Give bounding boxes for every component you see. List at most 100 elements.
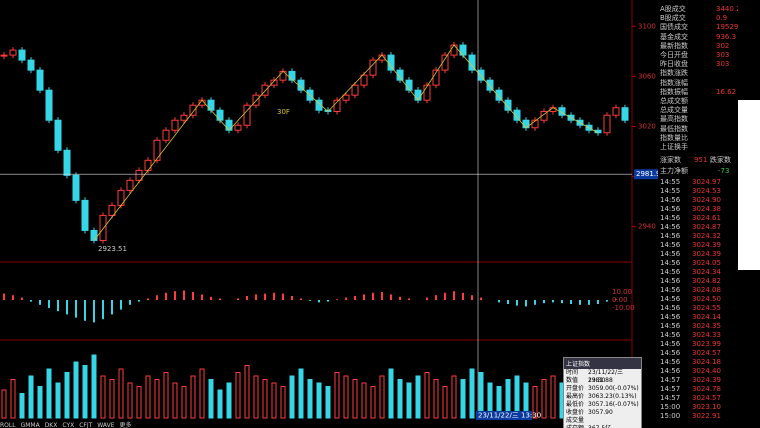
macd-bar xyxy=(273,292,275,300)
macd-bar xyxy=(192,292,194,300)
candle xyxy=(612,107,620,116)
candle xyxy=(504,99,512,111)
tick-price: 3024.53 xyxy=(692,187,721,195)
drawing-toolbar[interactable] xyxy=(738,100,760,270)
macd-bar xyxy=(534,300,536,305)
stat-value: 19529.9 xyxy=(716,23,738,32)
macd-bar xyxy=(264,293,266,300)
macd-bar xyxy=(462,292,464,300)
flow-label: 主力净额 xyxy=(660,167,688,175)
candle xyxy=(135,169,143,181)
volume-bar xyxy=(550,375,556,419)
stat-label: B股成交 xyxy=(660,14,686,23)
volume-bar xyxy=(1,389,7,419)
down-label: 跌家数 xyxy=(710,156,731,164)
indicator-tab[interactable]: GMMA xyxy=(20,422,40,428)
flow-row: 主力净额 -73 xyxy=(660,166,738,177)
up-value: 951 xyxy=(694,156,708,164)
macd-bar xyxy=(471,295,473,300)
indicator-tab[interactable]: CFJT xyxy=(79,422,93,428)
indicator-tab[interactable]: DKX xyxy=(44,422,58,428)
chart-area: 2940298030203060310010.000.00-10.002923.… xyxy=(0,0,658,420)
volume-bar xyxy=(136,386,142,419)
quote-panel: A股成交3440.2B股成交0.9国债成交19529.9基金成交936.3最新指… xyxy=(658,0,738,428)
candle xyxy=(0,54,8,57)
candle xyxy=(225,119,233,131)
tick-time: 14:57 xyxy=(660,394,681,402)
candle xyxy=(108,204,116,216)
candle xyxy=(315,99,323,111)
macd-bar xyxy=(75,300,77,318)
stat-row: 最高指数 xyxy=(660,114,738,125)
indicator-tab[interactable]: CYX xyxy=(62,422,75,428)
tick-price: 3024.39 xyxy=(692,241,721,249)
volume-bar xyxy=(145,375,151,419)
macd-bar xyxy=(156,295,158,300)
macd-bar xyxy=(552,300,554,303)
volume-bar xyxy=(298,368,304,419)
tick-row: 14:56 3024.34 xyxy=(660,267,738,278)
volume-bar xyxy=(10,379,16,419)
macd-bar xyxy=(426,297,428,300)
candle xyxy=(450,44,458,56)
macd-bar xyxy=(309,300,311,301)
candle xyxy=(360,74,368,86)
macd-bar xyxy=(111,300,113,315)
macd-bar xyxy=(498,300,500,303)
tick-time: 14:56 xyxy=(660,268,681,276)
candle xyxy=(603,114,611,134)
volume-bar xyxy=(199,368,205,419)
macd-bar xyxy=(84,300,86,321)
volume-bar xyxy=(388,368,394,419)
volume-bar xyxy=(433,379,439,419)
tick-price: 3024.55 xyxy=(692,304,721,312)
volume-bar xyxy=(262,379,268,419)
volume-bar xyxy=(46,368,52,419)
candle xyxy=(252,94,260,106)
candle xyxy=(333,99,341,112)
popup-title: 上证指数 xyxy=(564,358,641,369)
macd-bar xyxy=(381,292,383,300)
up-label: 涨家数 xyxy=(660,156,681,164)
volume-bar xyxy=(442,386,448,419)
volume-bar xyxy=(370,386,376,419)
tick-price: 3023.99 xyxy=(692,340,721,348)
tick-time: 14:57 xyxy=(660,385,681,393)
indicator-tab[interactable]: 更多 xyxy=(119,422,132,428)
macd-bar xyxy=(174,291,176,300)
stat-label: 最新指数 xyxy=(660,41,688,50)
macd-bar xyxy=(120,300,122,310)
stat-label: 指数振幅 xyxy=(660,87,688,96)
indicator-bar: ROLL GMMA DKX CYX CFJT WAVE 更多 xyxy=(0,420,137,428)
macd-bar xyxy=(21,297,23,300)
tick-row: 14:56 3024.05 xyxy=(660,258,738,269)
tick-price: 3024.35 xyxy=(692,322,721,330)
tick-row: 14:56 3024.55 xyxy=(660,303,738,314)
indicator-tab[interactable]: ROLL xyxy=(0,422,16,428)
stat-row: A股成交 3440.2 xyxy=(660,4,738,15)
indicator-tab[interactable]: WAVE xyxy=(97,422,115,428)
stat-row: 上证换手 xyxy=(660,142,738,153)
macd-bar xyxy=(3,293,5,300)
tick-row: 14:56 3024.57 xyxy=(660,348,738,359)
candle xyxy=(540,110,548,121)
popup-key: 开盘价 xyxy=(566,385,585,392)
macd-bar xyxy=(129,300,131,305)
macd-bar xyxy=(606,300,608,302)
candle xyxy=(126,179,134,191)
candle xyxy=(180,114,188,121)
low-label: 2923.51 xyxy=(98,245,127,253)
macd-bar xyxy=(615,299,617,300)
stat-label: 指数涨跌 xyxy=(660,69,688,78)
tick-price: 3024.18 xyxy=(692,358,721,366)
stat-label: 指数涨幅 xyxy=(660,78,688,87)
tick-row: 14:56 3024.18 xyxy=(660,357,738,368)
popup-value: 3057.90 xyxy=(588,409,613,416)
volume-bar xyxy=(28,375,34,419)
breadth-row: 涨家数 951 跌家数 xyxy=(660,155,738,166)
tick-price: 3024.08 xyxy=(692,286,721,294)
macd-bar xyxy=(543,300,545,304)
stat-value: 3440.2 xyxy=(716,5,738,13)
macd-bar xyxy=(372,292,374,300)
candle xyxy=(288,70,296,81)
